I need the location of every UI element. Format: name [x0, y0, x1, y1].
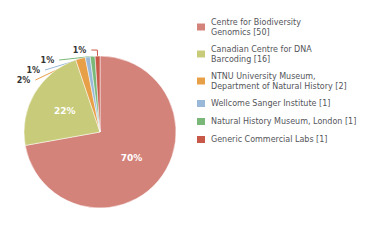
svg-text:Department of Natural History: Department of Natural History [2] — [211, 82, 347, 91]
svg-text:Centre for Biodiversity: Centre for Biodiversity — [211, 18, 301, 27]
svg-text:Wellcome Sanger Institute [1]: Wellcome Sanger Institute [1] — [211, 99, 330, 108]
svg-text:2%: 2% — [17, 76, 31, 85]
svg-text:1%: 1% — [73, 46, 87, 55]
svg-text:Genomics [50]: Genomics [50] — [211, 28, 270, 37]
svg-text:Generic Commercial Labs [1]: Generic Commercial Labs [1] — [211, 135, 327, 144]
svg-text:Barcoding [16]: Barcoding [16] — [211, 55, 270, 64]
svg-text:1%: 1% — [26, 66, 40, 75]
svg-text:22%: 22% — [54, 106, 76, 116]
svg-text:Canadian Centre for DNA: Canadian Centre for DNA — [211, 45, 312, 54]
svg-text:Natural History Museum, London: Natural History Museum, London [1] — [211, 117, 356, 126]
svg-text:1%: 1% — [41, 56, 55, 65]
svg-text:NTNU University Museum,: NTNU University Museum, — [211, 72, 316, 81]
svg-text:70%: 70% — [121, 153, 143, 163]
